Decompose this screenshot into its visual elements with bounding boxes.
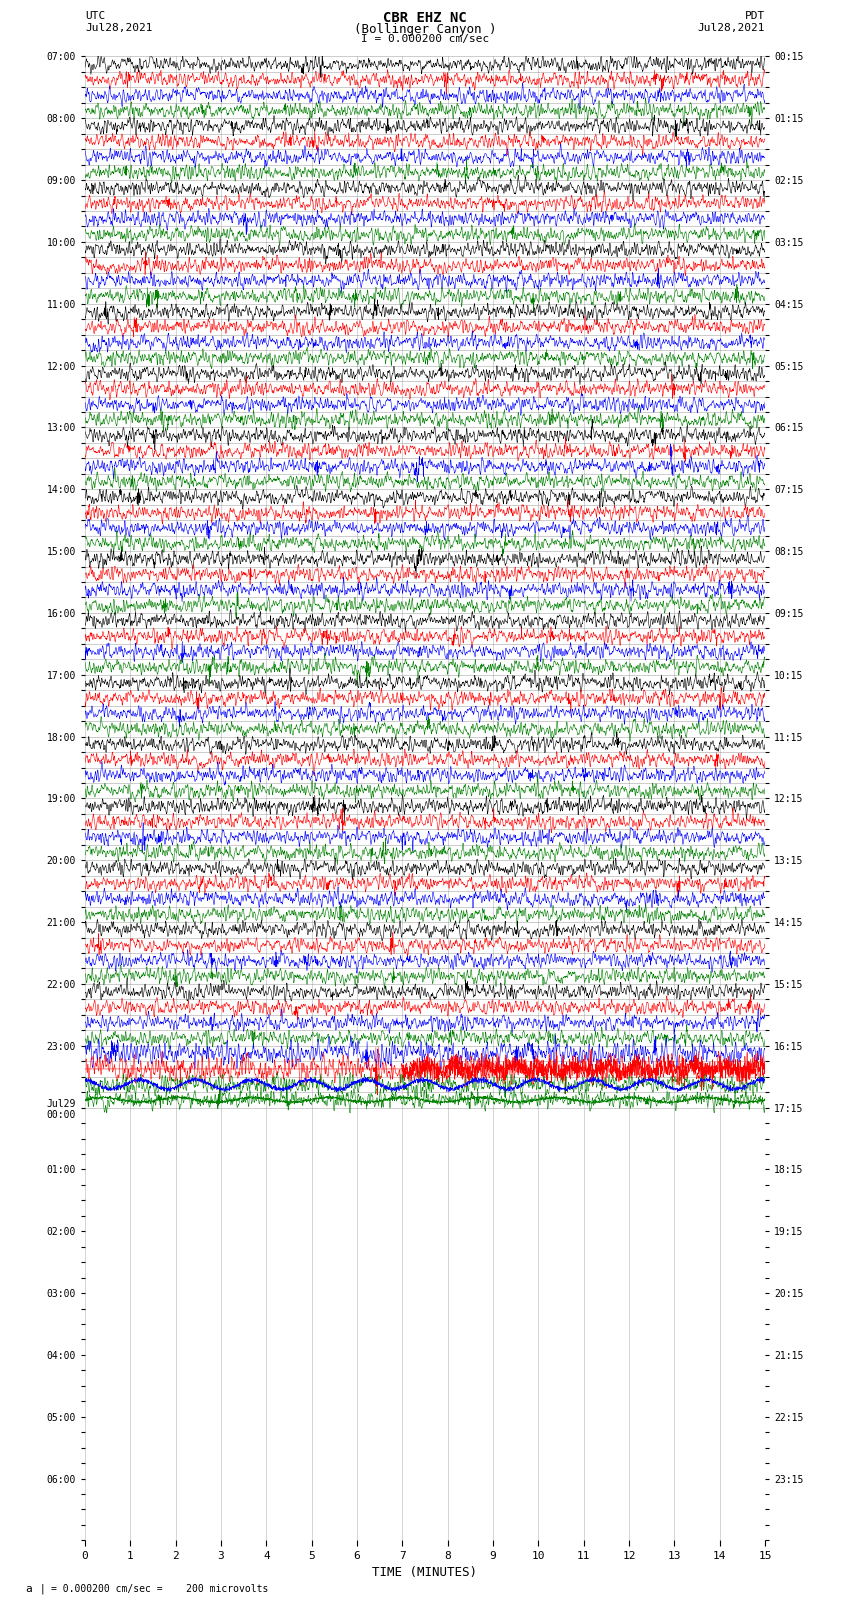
Text: = 0.000200 cm/sec =    200 microvolts: = 0.000200 cm/sec = 200 microvolts	[51, 1584, 269, 1594]
Text: Jul28,2021: Jul28,2021	[698, 23, 765, 32]
X-axis label: TIME (MINUTES): TIME (MINUTES)	[372, 1566, 478, 1579]
Text: Jul28,2021: Jul28,2021	[85, 23, 152, 32]
Text: PDT: PDT	[745, 11, 765, 21]
Text: a |: a |	[26, 1582, 46, 1594]
Text: (Bollinger Canyon ): (Bollinger Canyon )	[354, 23, 496, 35]
Text: CBR EHZ NC: CBR EHZ NC	[383, 11, 467, 26]
Text: UTC: UTC	[85, 11, 105, 21]
Text: I = 0.000200 cm/sec: I = 0.000200 cm/sec	[361, 34, 489, 44]
